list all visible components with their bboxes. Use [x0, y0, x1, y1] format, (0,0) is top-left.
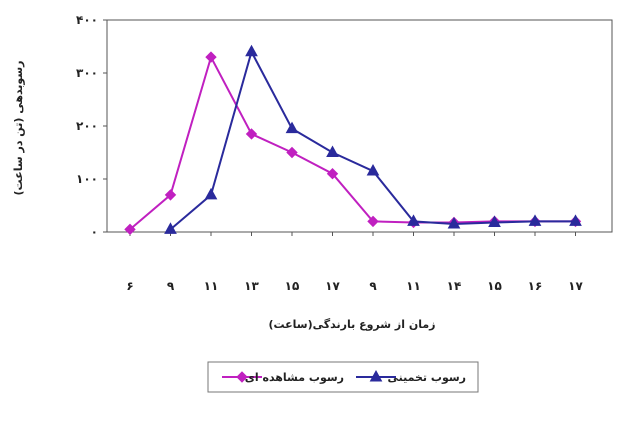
data-point-marker: [164, 222, 177, 234]
y-tick-label: ۱۰۰: [76, 172, 98, 186]
y-tick-label: ۴۰۰: [76, 13, 98, 27]
data-point-marker: [326, 167, 339, 180]
y-tick-label: ۲۰۰: [76, 119, 98, 133]
data-point-marker: [569, 214, 582, 226]
x-tick-label: ۹: [369, 279, 377, 293]
data-point-marker: [205, 51, 217, 63]
y-axis-ticks: ۰ ۱۰۰ ۲۰۰ ۳۰۰ ۴۰۰: [76, 13, 107, 239]
series-layer: [124, 44, 582, 236]
x-tick-label: ۱۶: [528, 279, 543, 293]
data-point-marker: [488, 215, 501, 227]
x-tick-label: ۱۵: [285, 279, 300, 293]
data-point-marker: [285, 121, 299, 134]
data-point-marker: [286, 146, 298, 159]
x-tick-label: ۱۵: [487, 279, 502, 293]
plot-area: [106, 19, 613, 233]
x-tick-label: ۱۴: [447, 279, 462, 293]
legend-label: رسوب مشاهده ای: [245, 371, 344, 384]
data-point-marker: [407, 214, 420, 226]
x-tick-label: ۱۱: [204, 279, 219, 293]
x-axis-ticks: ۶ ۹ ۱۱ ۱۳ ۱۵ ۱۷ ۹ ۱۱ ۱۴ ۱۵ ۱۶ ۱۷: [126, 232, 583, 293]
data-point-marker: [245, 44, 258, 57]
x-tick-label: ۱۱: [406, 279, 421, 293]
y-tick-label: ۰: [91, 225, 98, 239]
data-point-marker: [369, 369, 383, 382]
x-tick-label: ۱۷: [568, 279, 583, 293]
data-point-marker: [124, 223, 136, 236]
x-tick-label: ۹: [167, 279, 175, 293]
series-2: [164, 44, 582, 234]
y-axis-title: (رسوبدهی (تن در ساعت: [12, 61, 25, 196]
data-point-marker: [164, 189, 177, 201]
legend-label: رسوب تخمینی: [388, 371, 466, 384]
x-tick-label: ۱۷: [325, 279, 340, 293]
data-point-marker: [528, 214, 542, 226]
data-point-marker: [326, 145, 339, 157]
x-tick-label: ۱۳: [244, 279, 259, 293]
legend: رسوب تخمینی رسوب مشاهده ای: [222, 369, 466, 384]
y-tick-label: ۳۰۰: [76, 66, 98, 80]
data-point-marker: [236, 371, 248, 383]
x-axis-title: (زمان از شروع بارندگی(ساعت: [268, 318, 435, 331]
data-point-marker: [367, 215, 379, 228]
x-tick-label: ۶: [126, 279, 133, 293]
data-point-marker: [245, 128, 258, 140]
data-point-marker: [447, 217, 461, 229]
data-point-marker: [366, 164, 380, 176]
data-point-marker: [204, 187, 218, 200]
